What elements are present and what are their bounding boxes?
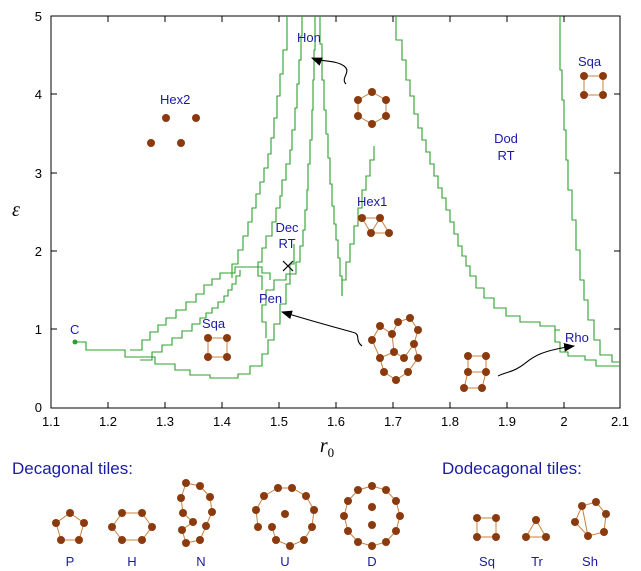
boundary-hex1-dod bbox=[395, 16, 560, 331]
structure-sqa-left bbox=[204, 334, 231, 361]
boundary-hex1-left bbox=[341, 146, 375, 296]
tile-sq bbox=[473, 514, 500, 541]
dodecagonal-title: Dodecagonal tiles: bbox=[442, 459, 582, 478]
boundary-dod-sqa bbox=[559, 16, 620, 363]
tile-label-sh: Sh bbox=[582, 554, 598, 569]
y-tick-label: 0 bbox=[35, 400, 42, 415]
tile-label-sq: Sq bbox=[479, 554, 495, 569]
boundary-rho bbox=[554, 330, 620, 367]
tile-label-d: D bbox=[367, 554, 376, 569]
y-tick-label: 4 bbox=[35, 87, 42, 102]
label-dec-rt: RT bbox=[278, 236, 295, 251]
tile-label-n: N bbox=[196, 554, 205, 569]
tile-u bbox=[252, 484, 318, 550]
tile-d bbox=[340, 482, 404, 550]
y-tick-label: 2 bbox=[35, 244, 42, 259]
x-axis-title: r0 bbox=[320, 435, 334, 460]
x-tick-label: 2 bbox=[560, 414, 567, 429]
cross-mark bbox=[282, 260, 294, 272]
structure-hon bbox=[354, 88, 390, 128]
x-tick-label: 1.5 bbox=[270, 414, 288, 429]
tile-h bbox=[108, 509, 156, 544]
arrow-rho bbox=[497, 342, 576, 377]
boundary-pen bbox=[261, 16, 316, 338]
label-hon: Hon bbox=[297, 30, 321, 45]
label-dod: Dod bbox=[494, 131, 518, 146]
arrow-pen bbox=[280, 310, 363, 347]
tile-label-p: P bbox=[66, 554, 75, 569]
c-point bbox=[72, 339, 78, 345]
x-tick-label: 1.6 bbox=[327, 414, 345, 429]
y-tick-label: 1 bbox=[35, 322, 42, 337]
tile-sh bbox=[571, 498, 610, 540]
arrows bbox=[280, 57, 576, 377]
structure-hex1 bbox=[358, 214, 393, 237]
label-pen: Pen bbox=[259, 291, 282, 306]
tile-p bbox=[52, 509, 88, 544]
label-dec: Dec bbox=[275, 220, 299, 235]
tile-label-h: H bbox=[127, 554, 136, 569]
phase-labels: C Hex2 Hon Sqa Sqa Dec RT Pen Hex1 Dod R… bbox=[70, 30, 602, 345]
x-tick-label: 1.4 bbox=[213, 414, 231, 429]
structure-hex2 bbox=[147, 114, 200, 147]
x-tick-label: 1.9 bbox=[498, 414, 516, 429]
label-c: C bbox=[70, 322, 79, 337]
y-tick-label: 3 bbox=[35, 166, 42, 181]
boundary-sqa-inner bbox=[140, 270, 241, 361]
tile-label-tr: Tr bbox=[531, 554, 543, 569]
structure-rho bbox=[460, 352, 490, 392]
boundary-hon-right bbox=[319, 16, 343, 296]
y-tick-label: 5 bbox=[35, 9, 42, 24]
tile-n bbox=[177, 479, 216, 547]
structure-pen bbox=[368, 314, 422, 384]
label-sqa-right: Sqa bbox=[578, 54, 602, 69]
x-tick-label: 1.7 bbox=[384, 414, 402, 429]
structure-sqa-right bbox=[580, 72, 607, 99]
x-tick-label: 1.3 bbox=[156, 414, 174, 429]
label-hex1: Hex1 bbox=[357, 194, 387, 209]
x-tick-labels: 1.1 1.2 1.3 1.4 1.5 1.6 1.7 1.8 1.9 2 2.… bbox=[42, 414, 629, 429]
x-tick-label: 1.8 bbox=[441, 414, 459, 429]
boundary-c-sqa bbox=[75, 244, 295, 379]
y-ticks bbox=[51, 93, 620, 330]
plot-frame bbox=[50, 15, 621, 409]
phase-diagram: 1.1 1.2 1.3 1.4 1.5 1.6 1.7 1.8 1.9 2 2.… bbox=[12, 9, 629, 460]
label-sqa-left: Sqa bbox=[202, 316, 226, 331]
y-tick-labels: 0 1 2 3 4 5 bbox=[35, 9, 42, 415]
boundary-sqa-upper bbox=[130, 266, 271, 351]
label-hex2: Hex2 bbox=[160, 92, 190, 107]
x-tick-label: 1.2 bbox=[99, 414, 117, 429]
tile-tr bbox=[522, 516, 550, 541]
y-axis-title: ε bbox=[12, 199, 20, 221]
tile-label-u: U bbox=[280, 554, 289, 569]
x-tick-label: 2.1 bbox=[611, 414, 629, 429]
tiles-legend: Decagonal tiles: Dodecagonal tiles: bbox=[12, 459, 610, 569]
boundary-dec-left bbox=[231, 16, 288, 278]
boundary-dec-inner bbox=[257, 16, 303, 290]
x-tick-label: 1.1 bbox=[42, 414, 60, 429]
label-rho: Rho bbox=[565, 330, 589, 345]
label-dod-rt: RT bbox=[497, 148, 514, 163]
phase-boundaries bbox=[75, 16, 620, 379]
x-ticks bbox=[50, 16, 621, 408]
arrow-hon bbox=[310, 57, 348, 85]
decagonal-title: Decagonal tiles: bbox=[12, 459, 133, 478]
